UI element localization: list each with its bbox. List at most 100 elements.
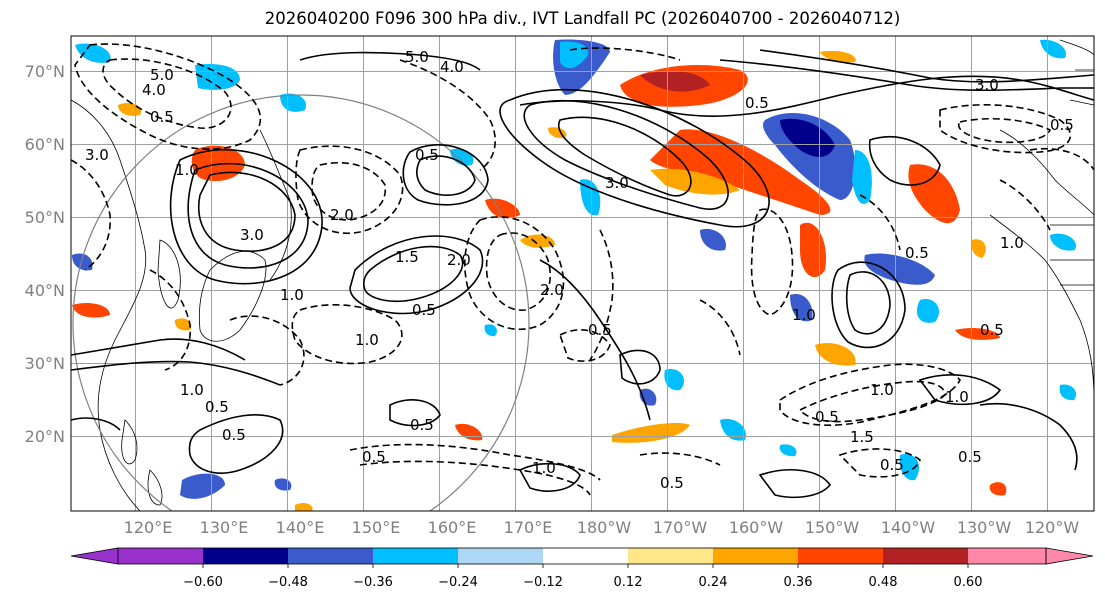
colorbar-tick-label: 0.48 <box>869 575 898 590</box>
negative-anomaly <box>180 473 225 499</box>
contour-label: 3.0 <box>85 146 109 164</box>
positive-anomaly <box>640 71 710 92</box>
lon-label: 120°E <box>124 518 173 537</box>
positive-anomaly <box>908 164 960 224</box>
negative-anomaly <box>864 253 935 285</box>
colorbar-segment <box>543 548 628 564</box>
latitude-labels: 70°N 60°N 50°N 40°N 30°N 20°N <box>25 62 65 446</box>
negative-anomaly <box>780 118 835 157</box>
positive-anomaly <box>295 502 313 511</box>
lon-label: 140°W <box>881 518 936 537</box>
colorbar-segment <box>373 548 458 564</box>
colorbar-segment <box>968 548 1046 564</box>
lon-label: 120°W <box>1025 518 1080 537</box>
contour-label: 1.5 <box>850 428 874 446</box>
negative-anomaly <box>75 43 111 63</box>
positive-anomaly <box>612 423 690 443</box>
contour-label: 0.5 <box>958 448 982 466</box>
lon-label: 130°E <box>200 518 249 537</box>
lon-label: 150°E <box>352 518 401 537</box>
colorbar-tick-label: 0.12 <box>614 575 643 590</box>
positive-anomaly <box>650 129 831 215</box>
colorbar-tick-label: −0.60 <box>183 575 223 590</box>
negative-anomaly <box>852 150 872 204</box>
longitude-labels: 120°E 130°E 140°E 150°E 160°E 170°E 180°… <box>124 518 1080 537</box>
solid-contours <box>71 49 1094 499</box>
contour-label: 0.5 <box>745 94 769 112</box>
negative-anomaly <box>484 324 497 337</box>
contour-label: 1.0 <box>280 286 304 304</box>
contour-label: 5.0 <box>150 66 174 84</box>
graticule <box>71 36 1094 511</box>
negative-anomaly <box>1050 233 1076 251</box>
contour-label: 1.0 <box>870 381 894 399</box>
lon-label: 130°W <box>957 518 1012 537</box>
lat-label-30n: 30°N <box>25 354 65 373</box>
colorbar-segment <box>883 548 968 564</box>
colorbar-tick-label: 0.36 <box>784 575 813 590</box>
contour-label: 1.0 <box>180 381 204 399</box>
positive-anomaly <box>989 482 1007 496</box>
negative-anomaly <box>779 444 797 457</box>
contour-label: 0.5 <box>588 321 612 339</box>
colorbar-tick-label: −0.36 <box>353 575 393 590</box>
colorbar-tick-label: 0.24 <box>699 575 728 590</box>
positive-anomaly <box>971 239 986 258</box>
contour-label: 1.0 <box>945 388 969 406</box>
contour-label: 0.5 <box>660 474 684 492</box>
contour-label: 1.0 <box>175 161 199 179</box>
negative-anomaly <box>1059 384 1077 401</box>
contour-label: 4.0 <box>142 81 166 99</box>
contour-label: 4.0 <box>440 58 464 76</box>
lon-label: 170°W <box>653 518 708 537</box>
contour-label: 0.5 <box>815 408 839 426</box>
lon-label: 140°E <box>276 518 325 537</box>
contour-labels: 5.0 4.0 5.0 4.0 0.5 3.0 1.0 3.0 2.0 1.0 … <box>85 48 1074 492</box>
colorbar-segment <box>118 548 203 564</box>
colorbar-segment <box>203 548 288 564</box>
contour-label: 0.5 <box>222 426 246 444</box>
map-content: 5.0 4.0 5.0 4.0 0.5 3.0 1.0 3.0 2.0 1.0 … <box>71 36 1094 511</box>
contour-label: 0.5 <box>362 448 386 466</box>
shading-layer <box>72 39 1077 511</box>
negative-anomaly <box>195 63 240 90</box>
positive-anomaly <box>650 168 740 195</box>
positive-anomaly <box>72 303 110 318</box>
colorbar-segment <box>713 548 798 564</box>
contour-label: 0.5 <box>880 456 904 474</box>
colorbar-extend-high <box>1045 547 1094 565</box>
lon-label: 160°E <box>428 518 477 537</box>
contour-label: 0.5 <box>150 108 174 126</box>
negative-anomaly <box>720 418 746 441</box>
contour-label: 5.0 <box>405 48 429 66</box>
colorbar: −0.60 −0.48 −0.36 −0.24 −0.12 0.12 0.24 … <box>70 547 1094 590</box>
positive-anomaly <box>174 318 192 331</box>
positive-anomaly <box>820 50 856 63</box>
colorbar-segment <box>288 548 373 564</box>
contour-label: 2.0 <box>540 281 564 299</box>
map-title: 2026040200 F096 300 hPa div., IVT Landfa… <box>264 9 901 28</box>
contour-label: 3.0 <box>975 76 999 94</box>
negative-anomaly <box>664 369 685 391</box>
contour-label: 1.0 <box>792 306 816 324</box>
contour-label: 0.5 <box>980 321 1004 339</box>
colorbar-segment <box>798 548 883 564</box>
colorbar-tick-label: 0.60 <box>954 575 983 590</box>
colorbar-tick-label: −0.48 <box>268 575 308 590</box>
negative-anomaly <box>700 228 726 251</box>
positive-anomaly <box>485 198 520 219</box>
negative-anomaly <box>72 253 93 271</box>
contour-label: 2.0 <box>447 251 471 269</box>
contour-label: 3.0 <box>605 174 629 192</box>
positive-anomaly <box>815 342 856 366</box>
contour-label: 0.5 <box>205 398 229 416</box>
colorbar-tick-label: −0.24 <box>438 575 478 590</box>
positive-anomaly <box>955 327 1000 340</box>
colorbar-outline <box>117 547 1047 565</box>
radius-circle <box>72 94 530 511</box>
negative-anomaly <box>280 93 306 112</box>
contour-label: 1.0 <box>355 331 379 349</box>
contour-label: 0.5 <box>1050 116 1074 134</box>
negative-anomaly <box>1040 39 1066 59</box>
contour-label: 0.5 <box>412 301 436 319</box>
